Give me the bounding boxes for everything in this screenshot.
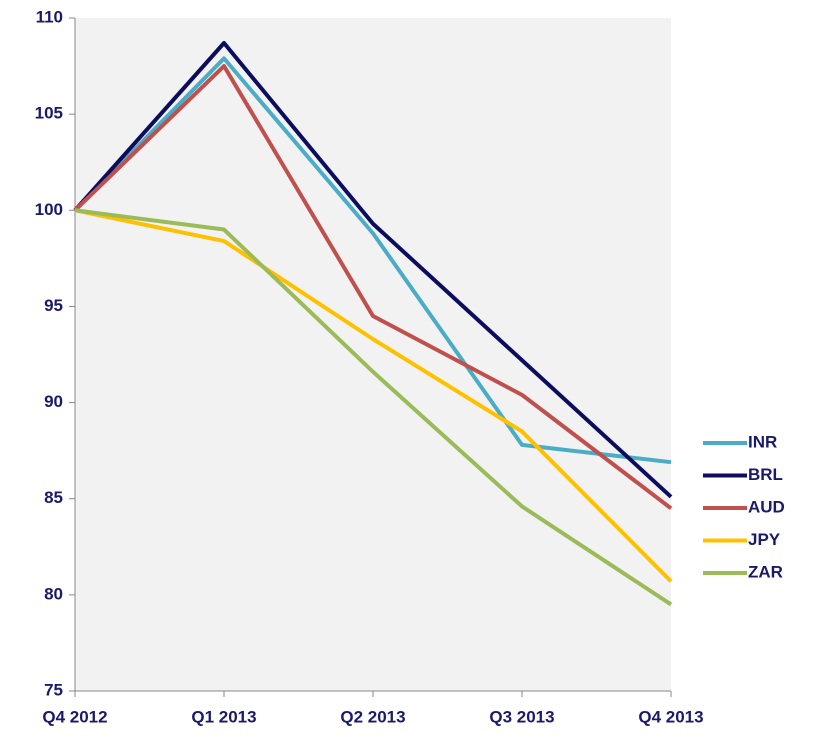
y-tick-label: 90 — [44, 392, 63, 411]
y-tick-label: 105 — [35, 104, 63, 123]
x-tick-label: Q2 2013 — [340, 707, 405, 726]
legend-label: JPY — [748, 530, 781, 549]
x-tick-label: Q3 2013 — [489, 707, 554, 726]
legend-label: AUD — [748, 497, 785, 516]
x-tick-label: Q4 2013 — [638, 707, 703, 726]
x-tick-label: Q1 2013 — [191, 707, 256, 726]
y-tick-label: 80 — [44, 584, 63, 603]
series-line — [74, 208, 673, 583]
series-line — [74, 208, 673, 607]
y-tick-label: 85 — [44, 488, 63, 507]
legend-label: ZAR — [748, 562, 783, 581]
series-line — [73, 40, 673, 499]
y-tick-label: 110 — [36, 7, 63, 26]
legend-label: INR — [748, 432, 777, 451]
plot-area — [75, 18, 671, 691]
series-line — [73, 64, 673, 510]
series-line — [73, 56, 672, 465]
legend-label: BRL — [748, 465, 783, 484]
x-tick-label: Q4 2012 — [42, 707, 107, 726]
y-tick-label: 100 — [35, 200, 63, 219]
y-tick-label: 95 — [44, 296, 63, 315]
y-tick-label: 75 — [44, 680, 63, 699]
